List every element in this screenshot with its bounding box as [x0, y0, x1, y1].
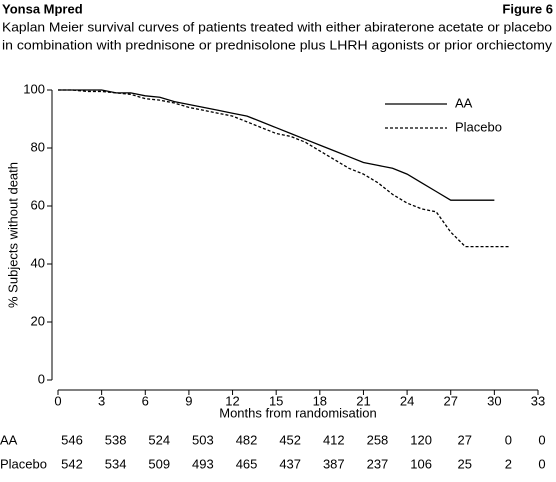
risk-count: 25: [457, 456, 471, 471]
y-tick-label: 40: [31, 255, 45, 270]
x-tick-label: 27: [443, 393, 457, 408]
risk-count: 534: [105, 456, 127, 471]
title-line: in combination with prednisone or predni…: [2, 37, 553, 52]
risk-count: 2: [505, 456, 512, 471]
legend-label: AA: [455, 95, 473, 110]
risk-count: 509: [148, 456, 170, 471]
y-axis-label: % Subjects without death: [5, 162, 20, 308]
risk-count: 503: [192, 432, 214, 447]
x-tick-label: 30: [487, 393, 501, 408]
survival-curve: [58, 89, 495, 201]
x-axis-label: Months from randomisation: [219, 405, 377, 420]
risk-count: 258: [367, 432, 389, 447]
y-tick-label: 0: [38, 371, 45, 386]
risk-count: 120: [410, 432, 432, 447]
risk-count: 546: [61, 432, 83, 447]
y-tick-label: 80: [31, 139, 45, 154]
x-tick-label: 3: [98, 393, 105, 408]
risk-count: 482: [236, 432, 258, 447]
legend-label: Placebo: [455, 119, 502, 134]
y-tick-label: 20: [31, 313, 45, 328]
y-tick-label: 100: [23, 81, 45, 96]
x-tick-label: 12: [225, 393, 239, 408]
x-tick-label: 24: [400, 393, 414, 408]
x-tick-label: 9: [185, 393, 192, 408]
risk-count: 237: [367, 456, 389, 471]
risk-count: 387: [323, 456, 345, 471]
risk-count: 493: [192, 456, 214, 471]
risk-count: 452: [279, 432, 301, 447]
x-tick-label: 15: [269, 393, 283, 408]
risk-count: 412: [323, 432, 345, 447]
y-tick-label: 60: [31, 197, 45, 212]
x-tick-label: 21: [356, 393, 370, 408]
survival-curve: [58, 89, 509, 248]
x-tick-label: 0: [54, 393, 61, 408]
header-left: Yonsa Mpred: [2, 1, 83, 16]
x-tick-label: 33: [531, 393, 545, 408]
title-line: Kaplan Meier survival curves of patients…: [2, 19, 552, 34]
risk-count: 524: [148, 432, 170, 447]
risk-row-label: Placebo: [0, 456, 47, 471]
x-tick-label: 18: [313, 393, 327, 408]
risk-count: 0: [505, 432, 512, 447]
header-right: Figure 6: [502, 1, 553, 16]
risk-count: 0: [538, 432, 545, 447]
risk-count: 106: [410, 456, 432, 471]
risk-count: 437: [279, 456, 301, 471]
risk-count: 538: [105, 432, 127, 447]
risk-count: 542: [61, 456, 83, 471]
risk-count: 465: [236, 456, 258, 471]
risk-count: 0: [538, 456, 545, 471]
risk-row-label: AA: [0, 432, 18, 447]
risk-count: 27: [457, 432, 471, 447]
x-tick-label: 6: [142, 393, 149, 408]
